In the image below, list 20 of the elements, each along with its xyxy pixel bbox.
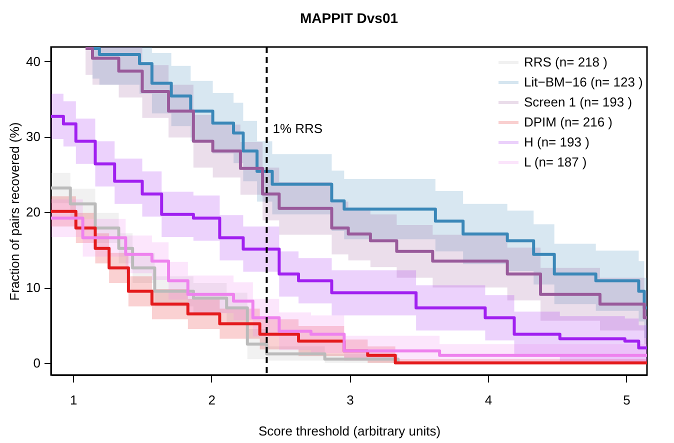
ref-line-label: 1% RRS: [272, 121, 323, 136]
legend-label: DPIM (n= 216 ): [524, 114, 613, 130]
x-tick-label: 4: [484, 392, 492, 408]
legend-label: Screen 1 (n= 193 ): [524, 94, 632, 110]
chart-title: MAPPIT Dvs01: [300, 10, 398, 26]
x-axis-title: Score threshold (arbitrary units): [258, 424, 441, 438]
y-axis-title: Fraction of pairs recovered (%): [7, 122, 22, 301]
legend-label: RRS (n= 218 ): [524, 54, 608, 70]
y-tick-label: 40: [26, 54, 40, 69]
y-tick-label: 20: [26, 204, 40, 220]
y-tick-label: 10: [26, 280, 40, 296]
legend-label: Lit−BM−16 (n= 123 ): [524, 74, 643, 90]
x-tick-label: 5: [623, 392, 630, 408]
x-tick-label: 1: [70, 392, 78, 408]
x-tick-label: 2: [208, 392, 216, 408]
y-tick-label: 30: [26, 129, 40, 144]
legend-label: H (n= 193 ): [524, 134, 590, 150]
y-tick-label: 0: [33, 355, 40, 370]
legend-label: L (n= 187 ): [524, 154, 587, 170]
x-tick-label: 3: [346, 392, 354, 408]
